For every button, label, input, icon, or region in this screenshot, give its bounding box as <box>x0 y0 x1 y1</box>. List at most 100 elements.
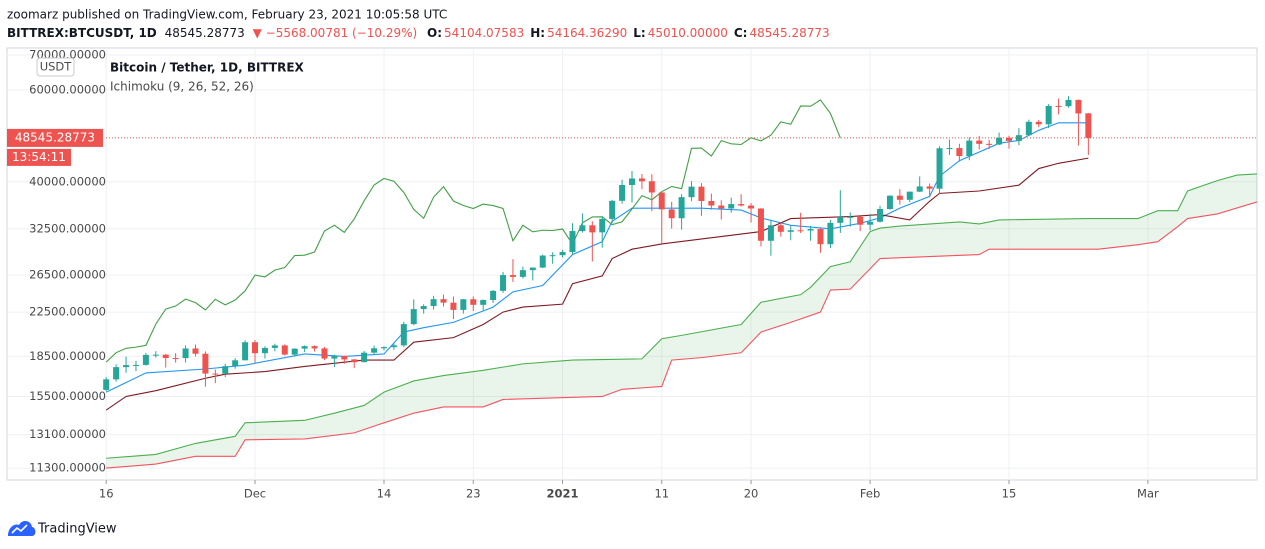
candle-body <box>182 348 189 359</box>
candle-body <box>658 192 665 210</box>
candle-body <box>1075 99 1082 114</box>
overlay: 70000.0000060000.0000040000.0000032500.0… <box>7 48 1159 501</box>
candle-body <box>946 148 953 150</box>
candle-body <box>757 208 764 241</box>
candle-body <box>936 148 943 189</box>
y-tick-label: 13100.00000 <box>29 427 106 441</box>
last-value: 48545.28773 <box>165 26 245 40</box>
candle-body <box>926 186 933 189</box>
candle-body <box>718 205 725 209</box>
logo-cloud <box>8 521 36 536</box>
candle-body <box>539 255 546 268</box>
candle-body <box>132 364 139 366</box>
candle-body <box>341 355 348 360</box>
candle-body <box>777 225 784 232</box>
candle-body <box>212 373 219 375</box>
candle-body <box>807 229 814 231</box>
candle-body <box>1035 121 1042 125</box>
candle-body <box>629 178 635 185</box>
grid <box>7 48 1257 480</box>
ohlc-value: 45010.00000 <box>648 26 728 40</box>
ohlc-label: O: <box>427 26 442 40</box>
candle-body <box>202 353 209 374</box>
candle-body <box>172 358 179 360</box>
candle-body <box>867 221 874 225</box>
candle-body <box>113 367 120 380</box>
ohlc-value: 54104.07583 <box>444 26 524 40</box>
candle-body <box>509 275 516 277</box>
cloud-fill <box>106 173 1257 469</box>
candle-body <box>1065 99 1072 107</box>
x-tick-label: 23 <box>466 487 481 501</box>
candle-body <box>599 218 606 233</box>
x-tick-label: 2021 <box>547 487 579 501</box>
candle-body <box>996 137 1003 145</box>
candle-body <box>192 348 199 354</box>
x-tick-label: 16 <box>99 487 114 501</box>
x-tick-label: Mar <box>1137 487 1159 501</box>
candle-body <box>797 230 804 232</box>
candle-body <box>956 148 963 157</box>
candle-body <box>103 379 110 390</box>
logo-line <box>11 524 28 534</box>
candle-body <box>390 345 397 348</box>
candle-body <box>271 345 278 348</box>
candle-body <box>460 299 467 310</box>
candle-body <box>847 216 854 218</box>
symbol: BITTREX:BTCUSDT, 1D <box>7 26 157 40</box>
indicator-line <box>106 173 1257 459</box>
candle-body <box>400 324 407 346</box>
candle-body <box>470 299 477 305</box>
candle-body <box>311 346 318 349</box>
y-tick-label: 32500.00000 <box>29 221 106 235</box>
candle-body <box>410 309 417 325</box>
candle-body <box>916 186 923 192</box>
plot-area <box>103 96 1257 469</box>
candle-body <box>728 204 735 209</box>
candle-body <box>579 225 586 232</box>
y-tick-label: 26500.00000 <box>29 268 106 282</box>
last-price-label: 48545.28773 <box>15 130 95 144</box>
candle-body <box>222 366 229 374</box>
candle-body <box>380 347 387 349</box>
quote-line: BITTREX:BTCUSDT, 1D 48545.28773 ▼ −5568.… <box>7 26 830 40</box>
candle-body <box>331 355 338 359</box>
y-tick-label: 60000.00000 <box>29 82 106 96</box>
candle-body <box>1045 105 1052 125</box>
candle-body <box>648 181 655 193</box>
candle-body <box>450 302 457 310</box>
candle-body <box>1085 113 1092 138</box>
ohlc-label: L: <box>633 26 645 40</box>
indicator-line <box>105 99 841 363</box>
candle-body <box>420 306 427 310</box>
countdown-label: 13:54:11 <box>12 150 66 164</box>
candle-body <box>896 195 903 200</box>
candle-body <box>767 225 774 241</box>
candle-body <box>877 209 884 222</box>
candle-body <box>242 342 249 361</box>
ohlc-label: H: <box>530 26 545 40</box>
candle-body <box>549 255 556 257</box>
y-tick-label: 40000.00000 <box>29 174 106 188</box>
candle-body <box>291 348 298 355</box>
candle-body <box>529 267 536 271</box>
candle-body <box>638 178 645 182</box>
candle-body <box>490 290 497 301</box>
candle-body <box>1025 121 1032 136</box>
candle-body <box>609 200 616 219</box>
candle-body <box>440 299 447 303</box>
y-tick-label: 11300.00000 <box>29 461 106 475</box>
candle-body <box>986 143 993 145</box>
x-tick-label: Dec <box>244 487 266 501</box>
candle-body <box>678 197 685 219</box>
candle-body <box>738 204 745 206</box>
plot-frame <box>6 47 1258 481</box>
candle-body <box>668 209 675 219</box>
x-tick-label: 11 <box>654 487 669 501</box>
indicator-label: Ichimoku (9, 26, 52, 26) <box>110 80 254 94</box>
candle-body <box>589 225 596 233</box>
candle-body <box>787 230 794 232</box>
candle-body <box>430 299 437 307</box>
candle-body <box>906 191 913 200</box>
candle-body <box>817 229 824 245</box>
